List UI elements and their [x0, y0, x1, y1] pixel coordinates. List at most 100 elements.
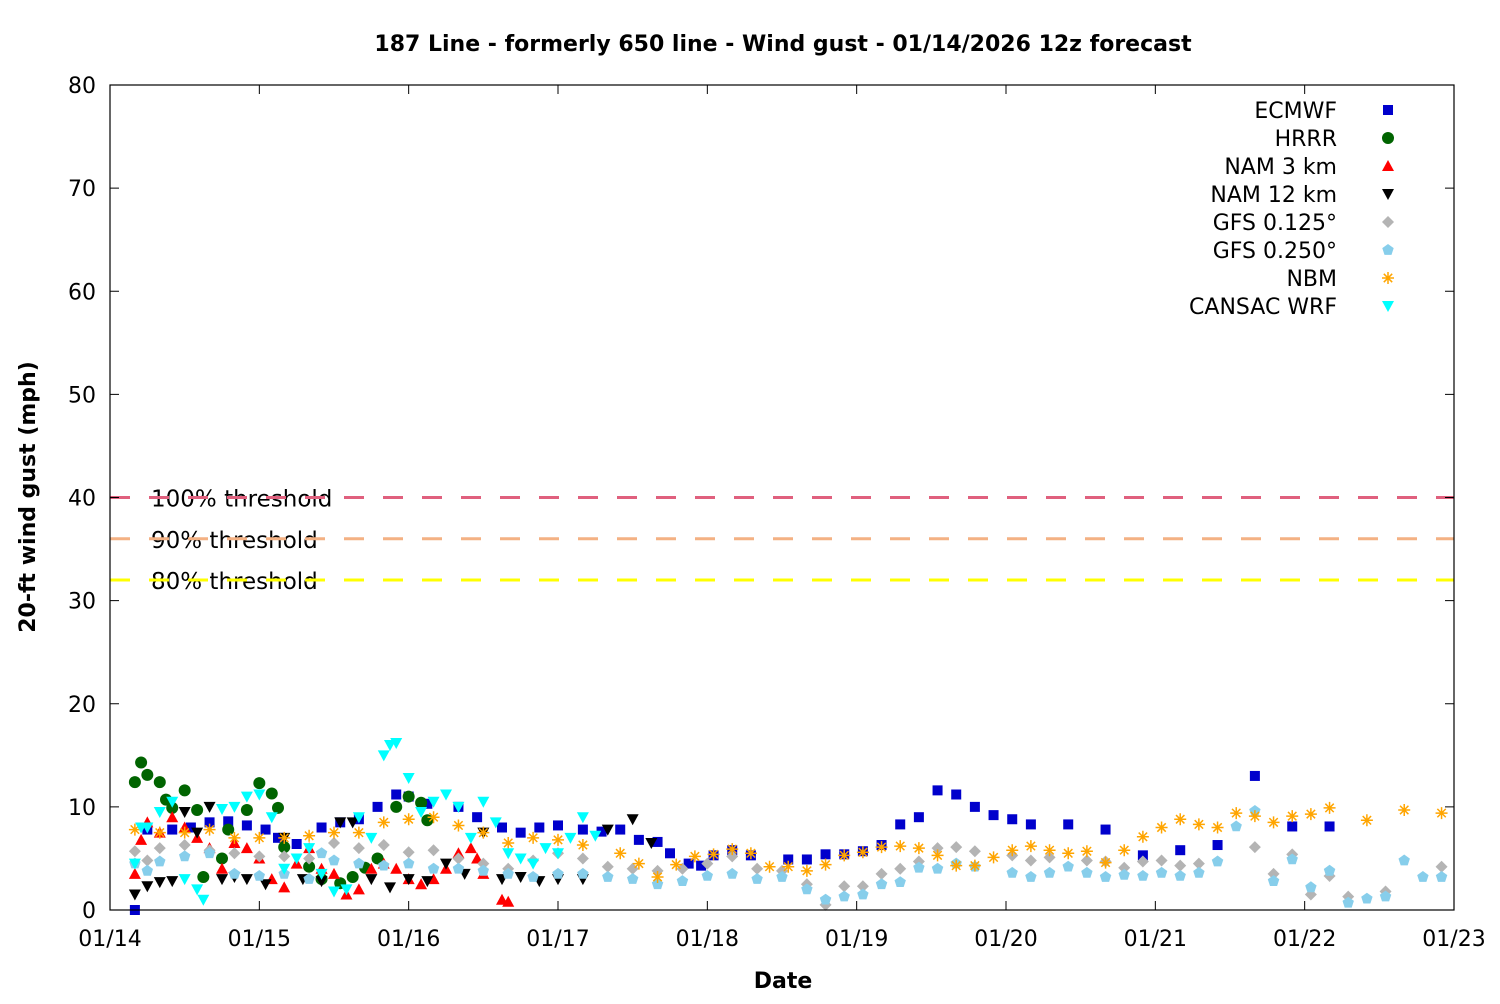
data-point-nbm — [427, 811, 440, 824]
data-point-gfs-0-250 — [602, 871, 614, 882]
data-point-gfs-0-125 — [253, 850, 266, 863]
data-point-gfs-0-250 — [1230, 820, 1242, 832]
data-point-ecmwf — [665, 848, 675, 859]
x-tick-label: 01/23 — [1422, 927, 1485, 952]
data-point-gfs-0-250 — [427, 862, 440, 874]
data-point-hrrr — [153, 776, 166, 789]
data-point-gfs-0-250 — [894, 876, 906, 887]
data-point-hrrr — [160, 793, 172, 806]
data-point-gfs-0-125 — [1248, 841, 1261, 854]
data-point-hrrr — [272, 801, 284, 814]
data-point-nbm — [763, 860, 776, 873]
data-point-gfs-0-250 — [1062, 860, 1074, 872]
data-point-cansac-wrf — [228, 801, 241, 813]
data-point-gfs-0-250 — [1211, 855, 1224, 867]
y-tick-label: 50 — [68, 383, 96, 408]
data-point-gfs-0-250 — [502, 867, 514, 879]
data-point-ecmwf — [596, 826, 607, 837]
data-point-hrrr — [197, 871, 210, 883]
x-tick-label: 01/22 — [1273, 927, 1336, 952]
data-point-nam-12-km — [128, 889, 141, 901]
data-point-hrrr — [253, 777, 266, 790]
data-point-nam-12-km — [216, 874, 228, 886]
legend-marker-nam-12-km — [1382, 189, 1394, 200]
y-tick-label: 10 — [68, 796, 96, 821]
data-point-gfs-0-125 — [427, 844, 440, 857]
data-point-nbm — [253, 831, 266, 844]
data-point-nbm — [1118, 844, 1131, 857]
data-point-nbm — [1360, 814, 1373, 827]
data-point-hrrr — [135, 756, 148, 769]
legend-label: NBM — [1286, 267, 1337, 292]
data-point-gfs-0-250 — [1361, 892, 1373, 904]
data-point-nam-12-km — [240, 874, 253, 886]
data-point-nbm — [632, 857, 645, 870]
data-point-nam-12-km — [178, 807, 191, 819]
data-point-gfs-0-125 — [377, 839, 390, 852]
data-point-ecmwf — [422, 798, 433, 809]
data-point-nam-3-km — [390, 862, 403, 874]
data-point-nam-12-km — [141, 881, 154, 893]
data-point-cansac-wrf — [153, 807, 166, 819]
data-point-ecmwf — [801, 854, 812, 865]
data-point-gfs-0-125 — [601, 860, 614, 873]
data-point-gfs-0-125 — [1118, 861, 1131, 874]
data-point-nam-3-km — [502, 895, 515, 907]
data-point-gfs-0-250 — [1267, 875, 1280, 886]
legend-label: NAM 3 km — [1224, 155, 1337, 180]
data-point-gfs-0-250 — [203, 847, 216, 859]
data-point-nam-3-km — [278, 881, 291, 893]
data-point-nbm — [1211, 821, 1224, 834]
data-point-nbm — [477, 826, 490, 839]
data-point-ecmwf — [1287, 821, 1298, 832]
data-point-nbm — [1080, 845, 1093, 858]
data-point-nbm — [931, 849, 944, 862]
data-point-nam-12-km — [153, 877, 166, 889]
x-tick-label: 01/16 — [377, 927, 440, 952]
data-point-cansac-wrf — [141, 822, 154, 834]
data-point-ecmwf — [1007, 814, 1018, 825]
data-point-gfs-0-250 — [552, 867, 564, 879]
y-tick-label: 70 — [68, 177, 96, 202]
data-point-cansac-wrf — [552, 848, 564, 860]
data-point-nbm — [670, 858, 683, 871]
data-point-ecmwf — [633, 834, 644, 845]
data-point-gfs-0-125 — [576, 852, 589, 865]
data-point-cansac-wrf — [290, 853, 303, 865]
legend-label: CANSAC WRF — [1189, 295, 1337, 320]
data-point-gfs-0-250 — [477, 864, 489, 876]
legend-marker-gfs-0-125 — [1382, 216, 1394, 228]
data-point-cansac-wrf — [253, 789, 266, 801]
data-point-gfs-0-250 — [1398, 854, 1410, 866]
data-point-ecmwf — [1100, 824, 1111, 835]
data-point-nam-12-km — [315, 876, 328, 888]
data-point-ecmwf — [553, 820, 563, 831]
data-point-gfs-0-125 — [141, 854, 154, 867]
data-point-ecmwf — [895, 819, 906, 830]
data-point-nam-3-km — [166, 811, 179, 823]
data-point-ecmwf — [615, 824, 626, 835]
data-point-cansac-wrf — [278, 863, 291, 875]
data-point-ecmwf — [1063, 819, 1074, 830]
data-point-hrrr — [222, 823, 235, 836]
data-point-gfs-0-250 — [403, 857, 415, 869]
data-point-nam-3-km — [415, 878, 428, 890]
data-point-nbm — [352, 826, 365, 839]
data-point-nam-12-km — [645, 837, 658, 849]
data-point-nbm — [968, 859, 981, 872]
data-point-cansac-wrf — [377, 750, 390, 762]
data-point-gfs-0-250 — [751, 873, 763, 884]
data-point-ecmwf — [783, 854, 794, 865]
data-point-ecmwf — [223, 816, 234, 827]
data-point-hrrr — [415, 796, 428, 809]
data-point-ecmwf — [515, 827, 526, 838]
data-point-gfs-0-250 — [154, 855, 166, 867]
data-point-nbm — [912, 842, 925, 855]
data-point-gfs-0-125 — [968, 845, 981, 858]
series-gfs-0-125 — [128, 836, 1448, 911]
data-point-gfs-0-125 — [352, 842, 365, 855]
data-point-cansac-wrf — [191, 884, 204, 896]
data-point-nbm — [552, 833, 564, 846]
data-point-gfs-0-250 — [1417, 871, 1429, 882]
data-point-hrrr — [191, 803, 204, 816]
